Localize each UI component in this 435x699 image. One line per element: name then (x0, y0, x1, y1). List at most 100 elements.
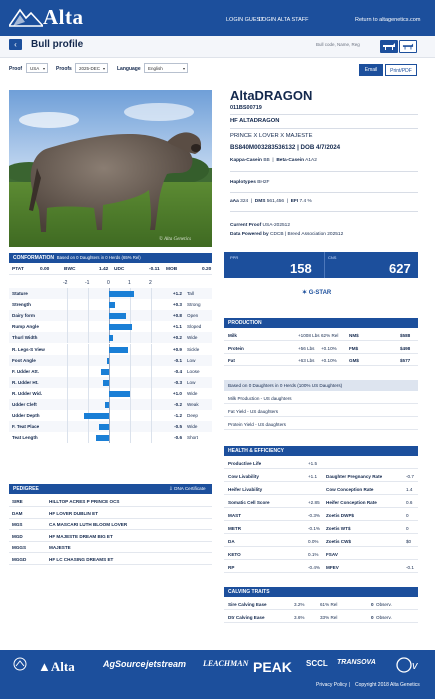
grid-line (88, 387, 89, 399)
chevron-down-icon: ▾ (182, 66, 185, 71)
conformation-header: CONFORMATION Based on 0 Daughters in 0 H… (9, 253, 212, 263)
trait-descriptor: Sickle (187, 346, 200, 352)
trait-descriptor: Deep (187, 413, 198, 419)
trait-value: -0.1 (174, 357, 182, 363)
pedigree-name[interactable]: MAJESTE (49, 545, 71, 550)
health-row: METR -0.1% Zoetis WT$ 0 (224, 523, 418, 534)
pedigree-name[interactable]: CA MASCARI LUTH BLOOM LOVER (49, 522, 128, 527)
footer-alta-logo[interactable]: ▲Alta (38, 659, 75, 675)
health-label: MAST (228, 513, 242, 518)
dna-certificate-link[interactable]: ⇩ DNA Certificate (169, 484, 206, 494)
grid-line (130, 343, 131, 355)
casein-info: Kappa-Casein BB | Beta-Casein A1A2 (230, 158, 317, 163)
back-button[interactable]: ‹ (9, 39, 22, 50)
grid-line (130, 410, 131, 422)
grid-line (130, 421, 131, 433)
grid-line (67, 343, 68, 355)
print-pdf-button[interactable]: Print/PDF (385, 64, 417, 76)
trait-descriptor: Wide (187, 335, 198, 341)
cns-value: 627 (389, 261, 411, 276)
trait-descriptor: Wide (187, 424, 198, 430)
production-rel: +0.10% (321, 358, 337, 363)
pedigree-name[interactable]: HF LOVER DUBLIN ET (49, 510, 98, 516)
return-link[interactable]: Return to altagenetics.com (355, 17, 421, 23)
production-trait: Protein (228, 345, 244, 351)
pedigree-name[interactable]: HILLTOP ACRES P PRINCE OCS (49, 499, 120, 504)
alta-logo[interactable]: Alta (7, 5, 104, 29)
grid-line (88, 332, 89, 344)
trait-name: Udder Cleft (12, 402, 37, 407)
haplotypes-value: BH2F (257, 180, 270, 185)
health-label: Zoetis DWP$ (326, 513, 355, 518)
pedigree-name[interactable]: HF LC CHASING DREAMS ET (49, 556, 114, 562)
agsource-logo[interactable]: AgSource (103, 659, 146, 669)
mob-label: MOB (166, 267, 178, 272)
peak-logo[interactable]: PEAK (253, 659, 292, 675)
bull-code: 011BS00719 (230, 105, 262, 111)
transova-logo[interactable]: TRANSOVA (337, 659, 376, 666)
index-value: $588 (400, 333, 411, 338)
trait-value: +1.0 (172, 390, 182, 396)
chevron-down-icon: ▾ (102, 66, 105, 71)
health-label: Zoetis WT$ (326, 526, 351, 531)
health-header: HEALTH & EFFICIENCY (224, 446, 418, 456)
calving-observations-label: Observ. (376, 602, 392, 607)
language-select[interactable]: English ▾ (144, 63, 188, 73)
partner-name: Alta (50, 659, 75, 674)
grid-line (67, 332, 68, 344)
mountain-logo-icon: ▲ (38, 659, 51, 674)
trait-value: +0.2 (172, 335, 182, 341)
trait-name: F. Udder Att. (12, 368, 39, 374)
trait-bar (83, 413, 109, 420)
leachman-logo[interactable]: LEACHMAN (203, 659, 249, 668)
health-row: MAST -0.3% Zoetis DWP$ 0 (224, 510, 418, 521)
trait-name: Teat Length (12, 435, 38, 441)
calving-label: Dtr Calving Ease (228, 615, 265, 620)
trait-bar (102, 379, 109, 386)
calving-rel: 61% Rel (320, 602, 338, 607)
trait-name: Thurl Width (12, 335, 38, 341)
grid-line (88, 321, 89, 333)
grid-line (151, 343, 152, 355)
health-label: Daughter Pregnancy Rate (326, 474, 383, 479)
trait-name: R. Legs-S View (12, 346, 45, 352)
calving-percent: 3.6% (294, 615, 305, 620)
current-proof: Current Proof USA-202512 (230, 223, 290, 228)
genomic-indexes: aAa 324 | DMS 561,456 | EFI 7.4 % (230, 199, 312, 204)
trait-value: +1.1 (172, 324, 182, 330)
jetstream-logo[interactable]: jetstream (146, 659, 187, 669)
email-button[interactable]: Email (359, 64, 383, 76)
star-icon: ✶ (302, 290, 308, 296)
health-row: Cow Livability +1.1 Daughter Pregnancy Rat… (224, 471, 418, 482)
pedigree-name[interactable]: HF MAJESTE DREAM BIG ET (49, 533, 113, 539)
breed-toggle-holstein[interactable] (399, 40, 417, 53)
proofs-select[interactable]: 2025-DEC ▾ (75, 63, 108, 73)
copyright-separator: | (349, 682, 351, 688)
grid-line (88, 421, 89, 433)
breed-toggle-brown-swiss[interactable] (380, 40, 398, 53)
sccl-logo[interactable]: SCCL (306, 659, 328, 668)
grid-line (130, 376, 131, 388)
search-input[interactable]: Bull code, Name, Reg (316, 42, 360, 47)
grid-line (151, 421, 152, 433)
grid-line (67, 299, 68, 311)
conformation-row: Foot Angle -0.1 Low (9, 354, 212, 366)
production-note: Milk Production - US daughters (224, 393, 418, 404)
health-label: RP (228, 565, 235, 570)
grid-line (151, 365, 152, 377)
login-guest-link[interactable]: LOGIN GUEST (226, 17, 264, 23)
divider (230, 114, 418, 115)
health-value: -0.1 (406, 565, 414, 570)
grid-line (67, 421, 68, 433)
scale-tick: 0 (107, 280, 110, 286)
grid-line (88, 432, 89, 444)
privacy-policy-link[interactable]: Privacy Policy (316, 682, 348, 688)
gstar-label: G-STAR (308, 290, 332, 296)
bwc-label: BWC (64, 267, 76, 272)
trait-value: +1.2 (172, 291, 182, 296)
pedigree-relation: MGGD (12, 556, 27, 562)
proof-select[interactable]: USA ▾ (26, 63, 48, 73)
health-value: 0 (406, 513, 409, 518)
trait-descriptor: Open (187, 313, 199, 319)
login-staff-link[interactable]: LOGIN ALTA STAFF (259, 17, 309, 23)
